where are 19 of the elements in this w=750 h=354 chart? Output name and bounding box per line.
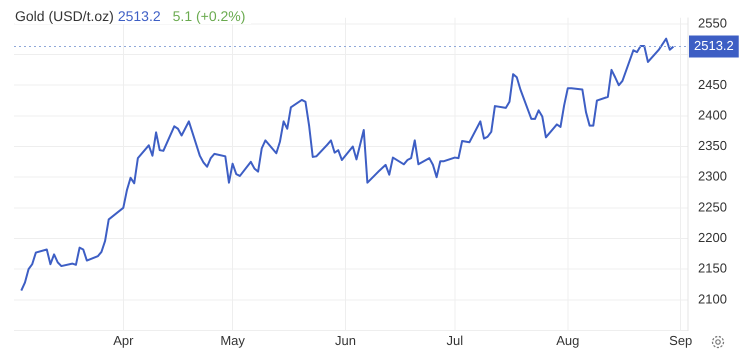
- y-tick-label: 2200: [698, 230, 727, 246]
- annotation: 2513.2: [118, 8, 161, 24]
- ref-line-label: 2513.2: [694, 38, 734, 54]
- y-tick-label: 2100: [698, 291, 727, 306]
- annotation: 5.1 (+0.2%): [172, 8, 246, 24]
- x-tick-label: Apr: [113, 332, 134, 348]
- x-tick-label: May: [220, 332, 246, 348]
- y-tick-label: 2400: [698, 107, 727, 122]
- y-tick-label: 2250: [698, 199, 727, 214]
- y-tick-label: 2450: [698, 76, 727, 92]
- y-tick-label: 2550: [698, 16, 727, 31]
- x-tick-label: Aug: [556, 332, 580, 348]
- chart-title: Gold (USD/t.oz): [15, 8, 114, 24]
- y-tick-label: 2350: [698, 138, 727, 154]
- y-tick-label: 2150: [698, 260, 727, 276]
- x-tick-label: Sep: [669, 332, 692, 348]
- x-tick-label: Jun: [335, 332, 356, 348]
- y-tick-label: 2300: [698, 168, 727, 184]
- x-tick-label: Jul: [446, 332, 464, 348]
